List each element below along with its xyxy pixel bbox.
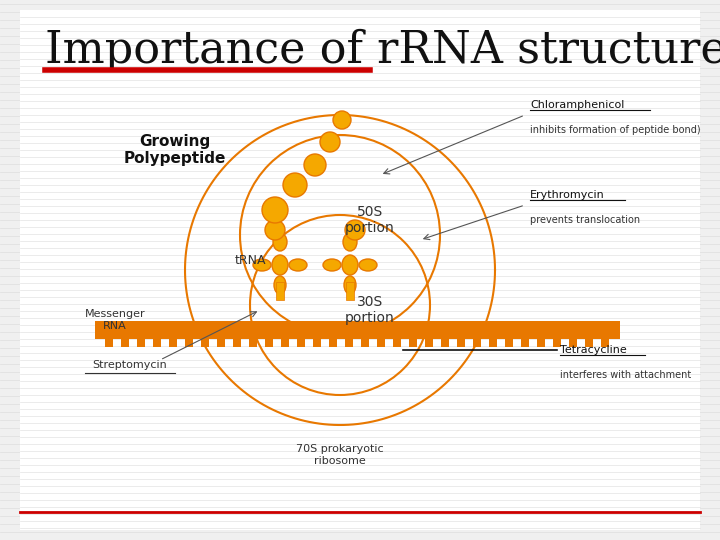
Text: Growing
Polypeptide: Growing Polypeptide (124, 134, 226, 166)
FancyBboxPatch shape (473, 339, 481, 347)
FancyBboxPatch shape (105, 339, 113, 347)
FancyBboxPatch shape (377, 339, 385, 347)
FancyBboxPatch shape (489, 339, 497, 347)
FancyBboxPatch shape (345, 339, 353, 347)
FancyBboxPatch shape (201, 339, 209, 347)
Ellipse shape (253, 259, 271, 271)
Text: Erythromycin: Erythromycin (530, 190, 605, 200)
FancyBboxPatch shape (20, 10, 700, 530)
FancyBboxPatch shape (441, 339, 449, 347)
FancyBboxPatch shape (137, 339, 145, 347)
FancyBboxPatch shape (169, 339, 177, 347)
Circle shape (265, 220, 285, 240)
Circle shape (304, 154, 326, 176)
Text: inhibits formation of peptide bond): inhibits formation of peptide bond) (530, 125, 701, 135)
Ellipse shape (342, 255, 358, 275)
Ellipse shape (273, 233, 287, 251)
Ellipse shape (289, 259, 307, 271)
FancyBboxPatch shape (537, 339, 545, 347)
Ellipse shape (272, 255, 288, 275)
Ellipse shape (343, 233, 357, 251)
FancyBboxPatch shape (425, 339, 433, 347)
FancyBboxPatch shape (313, 339, 321, 347)
Text: prevents translocation: prevents translocation (530, 215, 640, 225)
Ellipse shape (344, 276, 356, 294)
FancyBboxPatch shape (457, 339, 465, 347)
FancyBboxPatch shape (265, 339, 273, 347)
FancyBboxPatch shape (233, 339, 241, 347)
FancyBboxPatch shape (249, 339, 257, 347)
FancyBboxPatch shape (601, 339, 609, 347)
FancyBboxPatch shape (346, 282, 354, 300)
FancyBboxPatch shape (393, 339, 401, 347)
FancyBboxPatch shape (185, 339, 193, 347)
Text: interferes with attachment: interferes with attachment (560, 370, 691, 380)
FancyBboxPatch shape (329, 339, 337, 347)
FancyBboxPatch shape (409, 339, 417, 347)
Circle shape (283, 173, 307, 197)
FancyBboxPatch shape (553, 339, 561, 347)
FancyBboxPatch shape (361, 339, 369, 347)
Text: 70S prokaryotic
ribosome: 70S prokaryotic ribosome (296, 444, 384, 466)
Text: Growing Polypeptide: Growing Polypeptide (45, 79, 60, 80)
Circle shape (262, 197, 288, 223)
Text: Tetracycline: Tetracycline (560, 345, 626, 355)
FancyBboxPatch shape (95, 321, 620, 339)
FancyBboxPatch shape (217, 339, 225, 347)
FancyBboxPatch shape (569, 339, 577, 347)
Text: 30S
portion: 30S portion (345, 295, 395, 325)
Text: Streptomycin: Streptomycin (93, 360, 167, 370)
Text: 50S
portion: 50S portion (345, 205, 395, 235)
Text: Messenger
RNA: Messenger RNA (85, 309, 145, 331)
FancyBboxPatch shape (276, 282, 284, 300)
Text: Importance of rRNA structures: Importance of rRNA structures (45, 29, 720, 72)
FancyBboxPatch shape (121, 339, 129, 347)
Circle shape (345, 220, 365, 240)
FancyBboxPatch shape (521, 339, 529, 347)
Circle shape (333, 111, 351, 129)
FancyBboxPatch shape (505, 339, 513, 347)
FancyBboxPatch shape (153, 339, 161, 347)
Circle shape (320, 132, 340, 152)
Ellipse shape (323, 259, 341, 271)
Text: tRNA: tRNA (234, 253, 266, 267)
FancyBboxPatch shape (585, 339, 593, 347)
FancyBboxPatch shape (297, 339, 305, 347)
Ellipse shape (359, 259, 377, 271)
Ellipse shape (274, 276, 286, 294)
FancyBboxPatch shape (281, 339, 289, 347)
Text: Chloramphenicol: Chloramphenicol (530, 100, 624, 110)
